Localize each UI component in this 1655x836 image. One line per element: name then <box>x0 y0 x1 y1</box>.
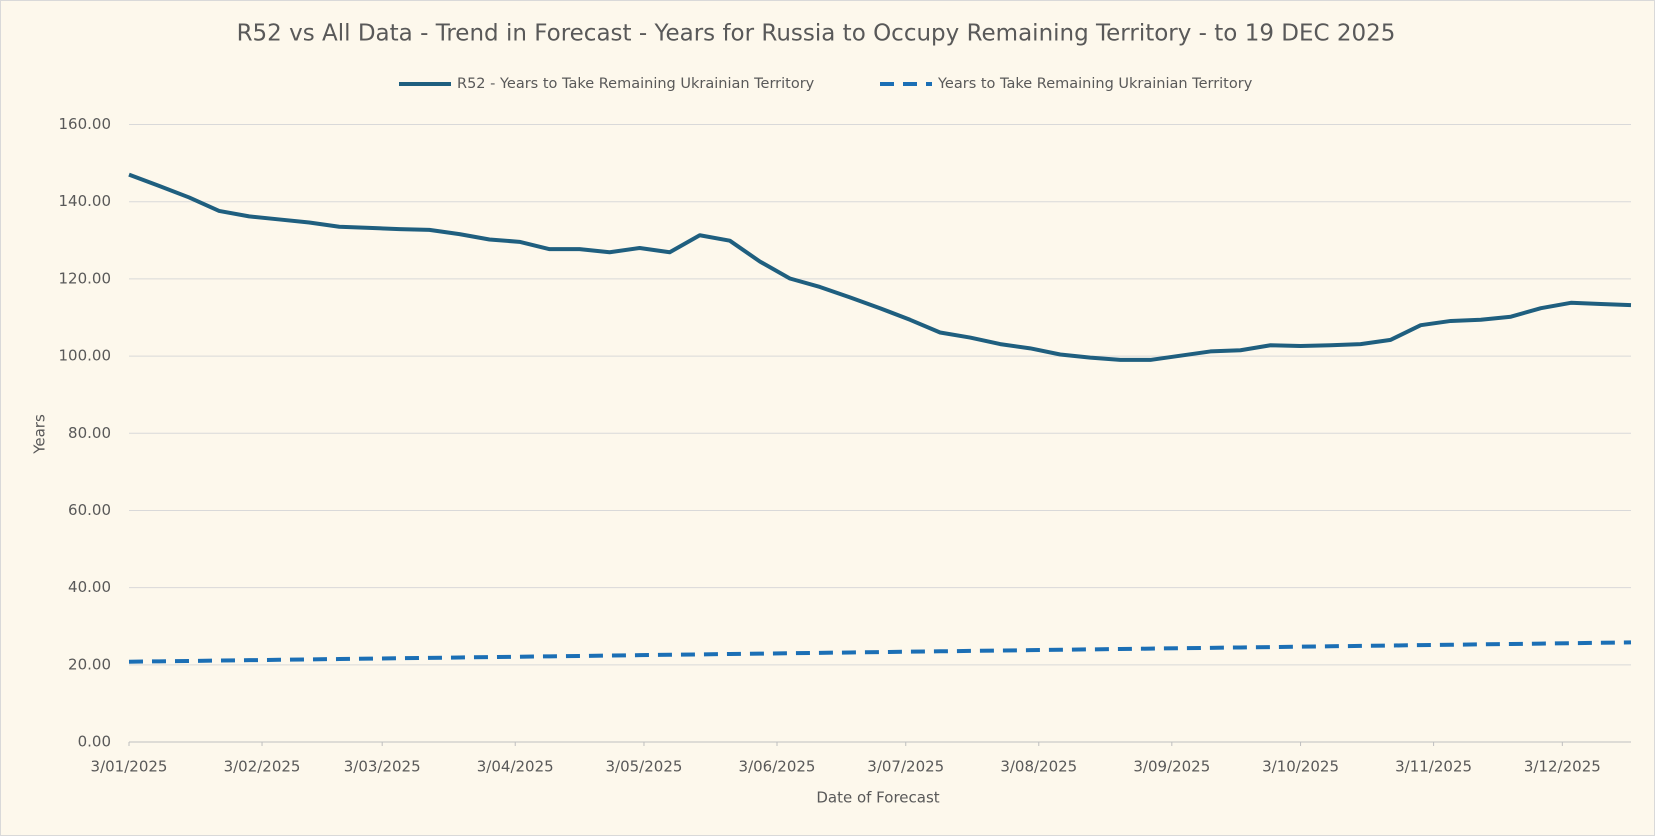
x-tick-label: 3/10/2025 <box>1262 758 1339 776</box>
x-tick-label: 3/12/2025 <box>1524 758 1601 776</box>
x-axis-title: Date of Forecast <box>816 789 939 807</box>
series-line <box>128 172 1632 362</box>
x-tick-label: 3/05/2025 <box>606 758 683 776</box>
y-tick-label: 140.00 <box>59 192 112 210</box>
x-tick-label: 3/01/2025 <box>91 758 168 776</box>
series-line <box>128 640 1632 664</box>
y-tick-label: 100.00 <box>59 347 112 365</box>
legend-item: R52 - Years to Take Remaining Ukrainian … <box>399 76 815 92</box>
y-tick-label: 80.00 <box>68 424 111 442</box>
legend-item: Years to Take Remaining Ukrainian Territ… <box>880 76 1253 92</box>
y-tick-label: 20.00 <box>68 655 111 673</box>
chart-title: R52 vs All Data - Trend in Forecast - Ye… <box>237 21 1396 47</box>
x-tick-label: 3/08/2025 <box>1000 758 1077 776</box>
x-tick-label: 3/02/2025 <box>224 758 301 776</box>
y-axis-title: Years <box>31 414 49 455</box>
x-tick-label: 3/04/2025 <box>477 758 554 776</box>
legend-label: R52 - Years to Take Remaining Ukrainian … <box>457 76 815 92</box>
x-tick-label: 3/03/2025 <box>344 758 421 776</box>
x-tick-label: 3/06/2025 <box>739 758 816 776</box>
x-tick-label: 3/11/2025 <box>1395 758 1472 776</box>
x-tick-label: 3/07/2025 <box>867 758 944 776</box>
y-tick-label: 60.00 <box>68 501 111 519</box>
y-tick-label: 40.00 <box>68 578 111 596</box>
y-tick-label: 120.00 <box>59 269 112 287</box>
y-tick-label: 0.00 <box>78 733 111 751</box>
legend-label: Years to Take Remaining Ukrainian Territ… <box>937 76 1253 92</box>
y-tick-label: 160.00 <box>59 115 112 133</box>
x-tick-label: 3/09/2025 <box>1133 758 1210 776</box>
